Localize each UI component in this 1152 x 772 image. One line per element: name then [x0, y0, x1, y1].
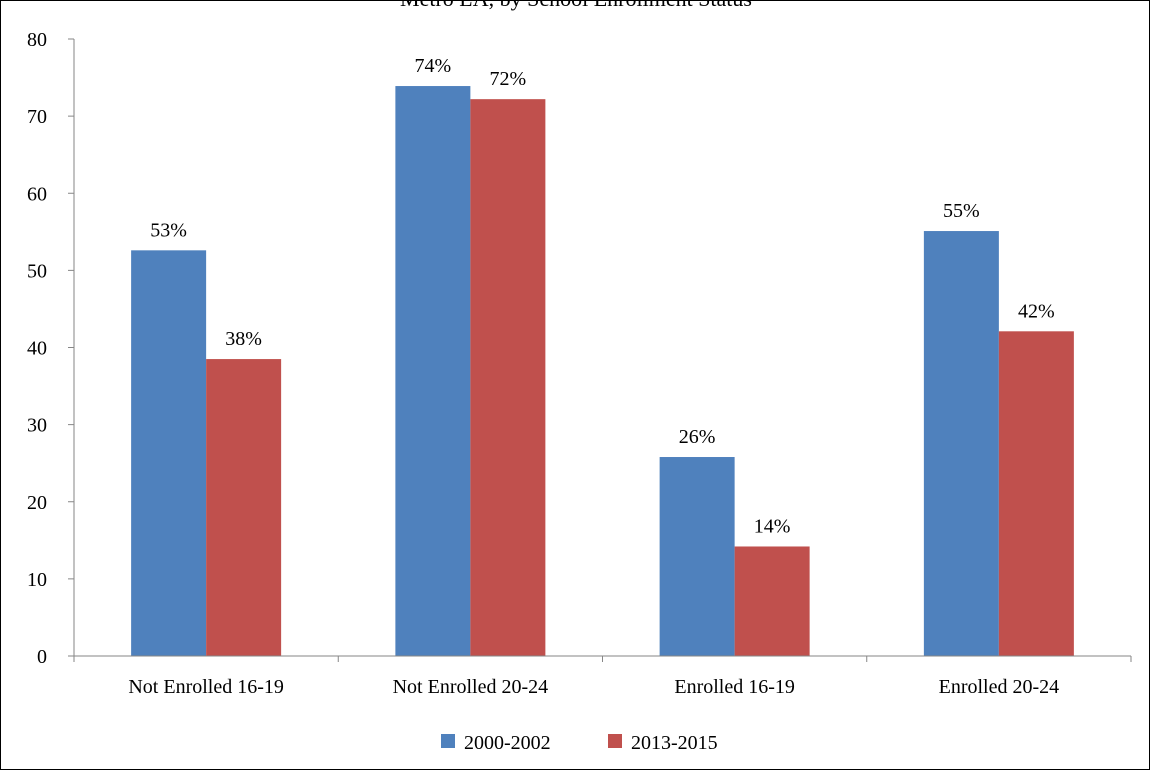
legend-swatch	[441, 734, 455, 748]
bar-2013-2015-enrolled-16-19	[734, 546, 810, 656]
bar-2013-2015-not-enrolled-16-19	[206, 359, 282, 656]
data-label: 53%	[150, 219, 187, 241]
y-tick-label: 20	[27, 492, 47, 514]
y-tick-label: 40	[27, 338, 47, 360]
legend: 2000-2002 2013-2015	[441, 732, 718, 754]
legend-label: 2000-2002	[464, 732, 551, 754]
y-tick-label: 10	[27, 569, 47, 591]
data-label: 42%	[1018, 300, 1055, 322]
data-label: 72%	[490, 68, 527, 90]
data-label: 14%	[754, 515, 791, 537]
axis-layer: 0 10 20 30 40 50 60 70 80 Not Enrolled 16-19 Not E…	[27, 29, 1132, 698]
data-label: 26%	[679, 426, 716, 448]
labels-layer: 53% 74% 26% 55% 38% 72% 14% 42%	[150, 55, 1054, 537]
bar-2013-2015-not-enrolled-20-24	[470, 99, 546, 657]
y-tick-label: 50	[27, 260, 47, 282]
bar-2000-2002-enrolled-16-19	[659, 457, 735, 656]
legend-label: 2013-2015	[631, 732, 718, 754]
x-tick-label: Enrolled 20-24	[939, 676, 1060, 698]
data-label: 55%	[943, 200, 980, 222]
bar-2013-2015-enrolled-20-24	[998, 331, 1074, 656]
data-label: 74%	[415, 55, 452, 77]
x-tick-label: Not Enrolled 16-19	[128, 676, 284, 698]
bar-2000-2002-not-enrolled-20-24	[395, 86, 471, 656]
y-tick-label: 30	[27, 415, 47, 437]
legend-swatch	[608, 734, 622, 748]
x-tick-label: Not Enrolled 20-24	[393, 676, 549, 698]
bar-2000-2002-enrolled-20-24	[923, 231, 999, 656]
y-tick-label: 0	[37, 646, 47, 668]
x-tick-label: Enrolled 16-19	[674, 676, 795, 698]
y-tick-label: 70	[27, 106, 47, 128]
bar-2000-2002-not-enrolled-16-19	[131, 250, 207, 656]
data-label: 38%	[225, 328, 262, 350]
y-tick-label: 80	[27, 29, 47, 51]
chart-title: Metro LA, by School Enrollment Status	[400, 1, 752, 11]
bars-layer	[131, 86, 1074, 657]
y-tick-label: 60	[27, 183, 47, 205]
